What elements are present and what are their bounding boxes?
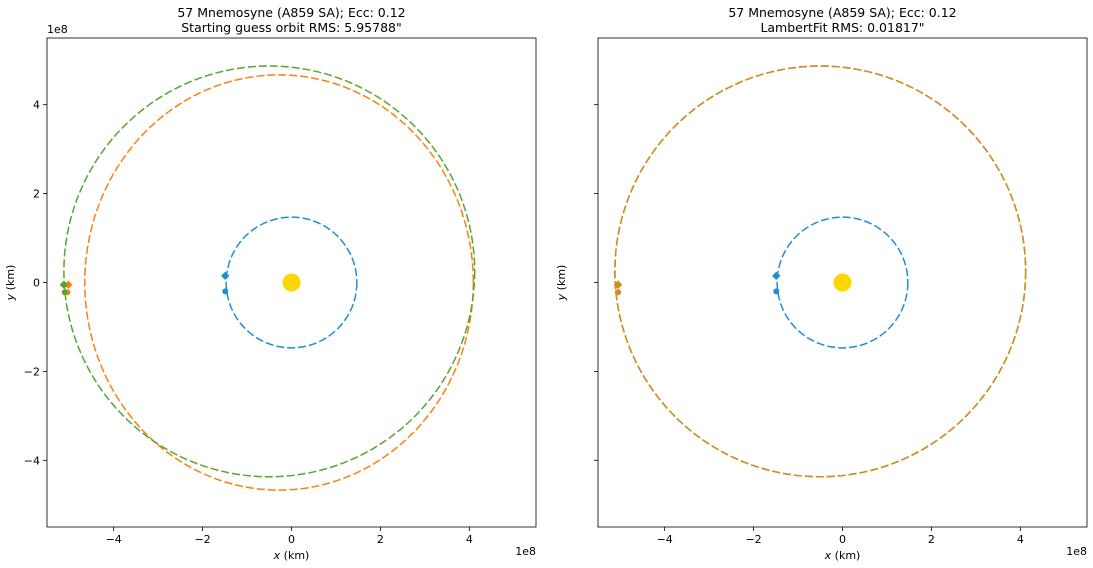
chart-subtitle: Starting guess orbit RMS: 5.95788" (181, 20, 401, 35)
y-axis-label: y (km) (4, 265, 17, 302)
asteroid-guess-position-diamond (64, 280, 73, 289)
x-tick-label: −2 (194, 533, 210, 546)
chart-subtitle: LambertFit RMS: 0.01817" (760, 20, 924, 35)
plot-area (613, 65, 1027, 478)
x-offset-text: 1e8 (515, 545, 536, 558)
x-axis-unit: (km) (831, 549, 860, 562)
y-axis-unit: (km) (4, 265, 17, 294)
asteroid-fit-position-dot (615, 289, 622, 296)
x-tick-label: 2 (377, 533, 384, 546)
x-axis-unit: (km) (280, 549, 309, 562)
orbit-earth (776, 216, 909, 349)
earth-position-dot (773, 288, 780, 295)
y-tick-label: −2 (24, 365, 40, 378)
x-offset-text: 1e8 (1066, 545, 1087, 558)
sun-marker (282, 273, 301, 292)
y-axis-label: y (km) (555, 265, 568, 302)
chart-panel-2: 57 Mnemosyne (A859 SA); Ecc: 0.12Lambert… (555, 5, 1088, 562)
orbit-asteroid-observed (614, 65, 1027, 478)
y-tick-label: 2 (33, 188, 40, 201)
y-tick-label: −4 (24, 454, 40, 467)
y-axis-variable: y (555, 293, 568, 301)
asteroid-observed-position-dot (61, 289, 68, 296)
earth-position-diamond (772, 271, 781, 281)
y-tick-label: 0 (33, 277, 40, 290)
chart-title: 57 Mnemosyne (A859 SA); Ecc: 0.12 (177, 5, 405, 20)
x-tick-label: 0 (288, 533, 295, 546)
x-axis-label: x (km) (824, 549, 861, 562)
x-tick-label: 4 (466, 533, 473, 546)
x-axis-variable: x (273, 549, 281, 562)
earth-position-dot (222, 288, 229, 295)
sun-marker (833, 273, 852, 292)
plot-area (59, 65, 476, 491)
orbit-asteroid-observed (63, 65, 476, 478)
x-axis-variable: x (824, 549, 832, 562)
y-axis-variable: y (4, 293, 17, 301)
chart-panel-1: 57 Mnemosyne (A859 SA); Ecc: 0.12Startin… (4, 5, 537, 562)
asteroid-observed-position-diamond (59, 280, 69, 289)
y-offset-text: 1e8 (47, 23, 68, 36)
orbit-asteroid-fit (614, 65, 1027, 478)
orbit-asteroid-guess (84, 74, 475, 491)
earth-position-diamond (221, 271, 230, 281)
y-tick-label: 4 (33, 99, 40, 112)
orbit-earth (225, 216, 358, 349)
x-tick-label: 2 (928, 533, 935, 546)
x-tick-label: −2 (745, 533, 761, 546)
x-axis-label: x (km) (273, 549, 310, 562)
x-tick-label: −4 (106, 533, 122, 546)
asteroid-fit-position-diamond (613, 280, 623, 289)
y-axis-unit: (km) (555, 265, 568, 294)
x-tick-label: 0 (839, 533, 846, 546)
x-tick-label: 4 (1017, 533, 1024, 546)
x-tick-label: −4 (657, 533, 673, 546)
chart-title: 57 Mnemosyne (A859 SA); Ecc: 0.12 (728, 5, 956, 20)
